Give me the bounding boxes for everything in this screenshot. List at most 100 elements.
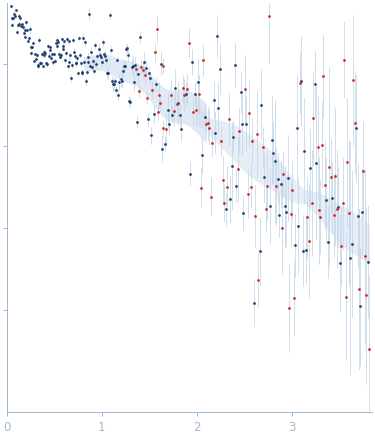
Point	[40, 63, 46, 70]
Point	[160, 62, 166, 69]
Point	[310, 114, 316, 121]
Point	[53, 39, 58, 46]
Point	[319, 141, 325, 148]
Point	[15, 21, 21, 28]
Point	[78, 68, 84, 75]
Point	[233, 183, 239, 190]
Point	[356, 286, 362, 293]
Point	[68, 75, 74, 82]
Point	[172, 84, 178, 91]
Point	[74, 55, 80, 62]
Point	[12, 12, 18, 19]
Point	[91, 68, 97, 75]
Point	[48, 55, 54, 62]
Point	[74, 60, 80, 67]
Point	[291, 295, 297, 302]
Point	[147, 75, 153, 82]
Point	[142, 72, 148, 79]
Point	[226, 116, 232, 123]
Point	[227, 195, 233, 202]
Point	[33, 55, 39, 62]
Point	[243, 120, 249, 127]
Point	[268, 136, 274, 143]
Point	[114, 57, 120, 64]
Point	[68, 52, 74, 59]
Point	[84, 69, 90, 76]
Point	[48, 47, 54, 54]
Point	[285, 174, 291, 181]
Point	[137, 33, 143, 40]
Point	[297, 80, 303, 87]
Point	[99, 59, 105, 66]
Point	[31, 57, 37, 64]
Point	[264, 183, 270, 190]
Point	[128, 98, 134, 105]
Point	[44, 61, 50, 68]
Point	[35, 62, 41, 69]
Point	[52, 57, 58, 64]
Point	[94, 53, 100, 60]
Point	[154, 25, 160, 32]
Point	[134, 118, 140, 125]
Point	[251, 299, 257, 306]
Point	[25, 37, 31, 44]
Point	[101, 51, 107, 58]
Point	[117, 79, 123, 86]
Point	[261, 174, 267, 181]
Point	[252, 212, 258, 219]
Point	[45, 42, 51, 49]
Point	[329, 194, 335, 201]
Point	[309, 200, 315, 207]
Point	[365, 259, 371, 266]
Point	[286, 305, 292, 312]
Point	[30, 39, 36, 46]
Point	[278, 181, 284, 188]
Point	[301, 147, 307, 154]
Point	[77, 52, 83, 59]
Point	[322, 181, 328, 188]
Point	[64, 36, 70, 43]
Point	[62, 57, 68, 64]
Point	[239, 121, 245, 128]
Point	[112, 78, 118, 85]
Point	[331, 212, 337, 218]
Point	[88, 49, 94, 55]
Point	[69, 62, 75, 69]
Point	[9, 15, 15, 22]
Point	[49, 51, 55, 58]
Point	[11, 10, 17, 17]
Point	[349, 240, 355, 247]
Point	[249, 138, 255, 145]
Point	[121, 62, 127, 69]
Point	[146, 70, 152, 77]
Point	[211, 96, 217, 103]
Point	[328, 173, 334, 180]
Point	[156, 92, 162, 99]
Point	[14, 29, 20, 36]
Point	[92, 42, 98, 49]
Point	[22, 33, 28, 40]
Point	[237, 88, 243, 95]
Point	[224, 183, 230, 190]
Point	[85, 59, 91, 66]
Point	[29, 44, 35, 51]
Point	[21, 27, 27, 34]
Point	[39, 51, 45, 58]
Point	[192, 90, 198, 97]
Point	[366, 346, 372, 353]
Point	[41, 48, 47, 55]
Point	[150, 87, 156, 94]
Point	[96, 45, 102, 52]
Point	[18, 22, 24, 29]
Point	[298, 77, 304, 84]
Point	[164, 125, 170, 132]
Point	[187, 170, 193, 177]
Point	[160, 125, 166, 132]
Point	[120, 67, 126, 74]
Point	[42, 50, 48, 57]
Point	[58, 52, 64, 59]
Point	[28, 43, 34, 50]
Point	[21, 30, 27, 37]
Point	[223, 206, 229, 213]
Point	[337, 260, 343, 267]
